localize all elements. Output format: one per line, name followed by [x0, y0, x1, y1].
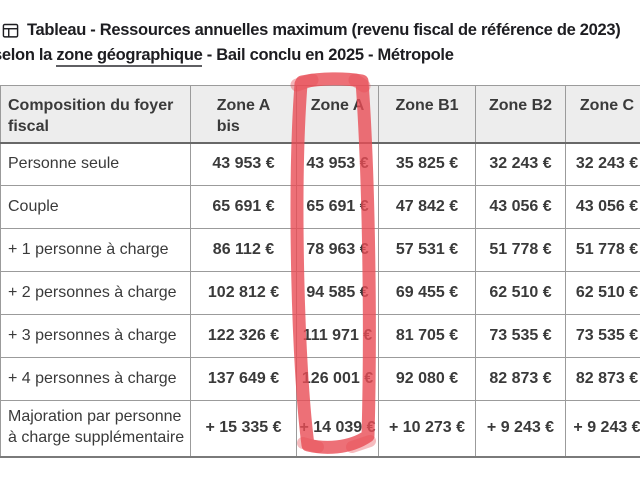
row-label: + 3 personnes à charge — [0, 314, 191, 358]
amount-cell: 78 963 € — [296, 228, 379, 272]
amount-cell: 62 510 € — [565, 271, 640, 315]
amount-cell: 102 812 € — [190, 271, 297, 315]
amount-cell: 65 691 € — [296, 185, 379, 229]
table-row: + 2 personnes à charge 102 812 €94 585 €6… — [0, 271, 640, 315]
amount-cell: 69 455 € — [378, 271, 476, 315]
amount-cell: + 15 335 € — [190, 400, 297, 458]
amount-cell: 32 243 € — [565, 142, 640, 186]
title-line1-text: Tableau - Ressources annuelles maximum (… — [27, 21, 621, 39]
amount-cell: 82 873 € — [565, 357, 640, 401]
column-header-zone-b1: Zone B1 — [378, 85, 476, 144]
amount-cell: 73 535 € — [565, 314, 640, 358]
column-header-composition-du-foyer-fiscal: Composition du foyer fiscal — [0, 85, 191, 144]
amount-cell: 126 001 € — [296, 357, 379, 401]
row-label: Personne seule — [0, 142, 191, 186]
amount-cell: 81 705 € — [378, 314, 476, 358]
row-label: + 1 personne à charge — [0, 228, 191, 272]
amount-cell: 57 531 € — [378, 228, 476, 272]
page-title-line1: Tableau - Ressources annuelles maximum (… — [2, 20, 640, 40]
table-row: Couple 65 691 €65 691 €47 842 €43 056 €43… — [0, 185, 640, 229]
amount-cell: + 14 039 € — [296, 400, 379, 458]
amount-cell: 65 691 € — [190, 185, 297, 229]
table-body: Personne seule 43 953 €43 953 €35 825 €32… — [0, 142, 640, 458]
amount-cell: + 10 273 € — [378, 400, 476, 458]
table-row: + 1 personne à charge 86 112 €78 963 €57 … — [0, 228, 640, 272]
amount-cell: 43 953 € — [190, 142, 297, 186]
amount-cell: 32 243 € — [475, 142, 566, 186]
title-line2-suffix: - Bail conclu en 2025 - Métropole — [202, 46, 454, 64]
page-title-line2: selon la zone géographique - Bail conclu… — [0, 45, 640, 67]
amount-cell: 137 649 € — [190, 357, 297, 401]
amount-cell: 35 825 € — [378, 142, 476, 186]
amount-cell: 122 326 € — [190, 314, 297, 358]
amount-cell: 73 535 € — [475, 314, 566, 358]
amount-cell: + 9 243 € — [475, 400, 566, 458]
amount-cell: 47 842 € — [378, 185, 476, 229]
zone-geographique-link[interactable]: zone géographique — [56, 46, 203, 67]
table-row: Majoration par personne à charge supplém… — [0, 400, 640, 458]
amount-cell: 62 510 € — [475, 271, 566, 315]
table-header: Composition du foyer fiscal Zone A bis Zon… — [0, 85, 640, 144]
amount-cell: 43 056 € — [565, 185, 640, 229]
column-header-zone-c: Zone C — [565, 85, 640, 144]
row-label: + 2 personnes à charge — [0, 271, 191, 315]
title-line2-prefix: selon la — [0, 46, 53, 64]
amount-cell: 92 080 € — [378, 357, 476, 401]
amount-cell: 111 971 € — [296, 314, 379, 358]
column-header-zone-a-bis: Zone A bis — [190, 85, 297, 144]
row-label: + 4 personnes à charge — [0, 357, 191, 401]
row-label: Majoration par personne à charge supplém… — [0, 400, 191, 458]
column-header-zone-a: Zone A — [296, 85, 379, 144]
amount-cell: 94 585 € — [296, 271, 379, 315]
column-header-zone-b2: Zone B2 — [475, 85, 566, 144]
table-header-row: Composition du foyer fiscal Zone A bis Zon… — [0, 85, 640, 144]
amount-cell: 43 953 € — [296, 142, 379, 186]
amount-cell: 51 778 € — [475, 228, 566, 272]
resources-table: Composition du foyer fiscal Zone A bis Zon… — [0, 85, 640, 458]
amount-cell: 43 056 € — [475, 185, 566, 229]
table-row: + 4 personnes à charge 137 649 €126 001 €… — [0, 357, 640, 401]
row-label: Couple — [0, 185, 191, 229]
amount-cell: 51 778 € — [565, 228, 640, 272]
amount-cell: 82 873 € — [475, 357, 566, 401]
table-icon — [2, 23, 19, 38]
page-title: Tableau - Ressources annuelles maximum (… — [0, 20, 640, 67]
table-row: Personne seule 43 953 €43 953 €35 825 €32… — [0, 142, 640, 186]
amount-cell: 86 112 € — [190, 228, 297, 272]
amount-cell: + 9 243 € — [565, 400, 640, 458]
table-row: + 3 personnes à charge 122 326 €111 971 €… — [0, 314, 640, 358]
